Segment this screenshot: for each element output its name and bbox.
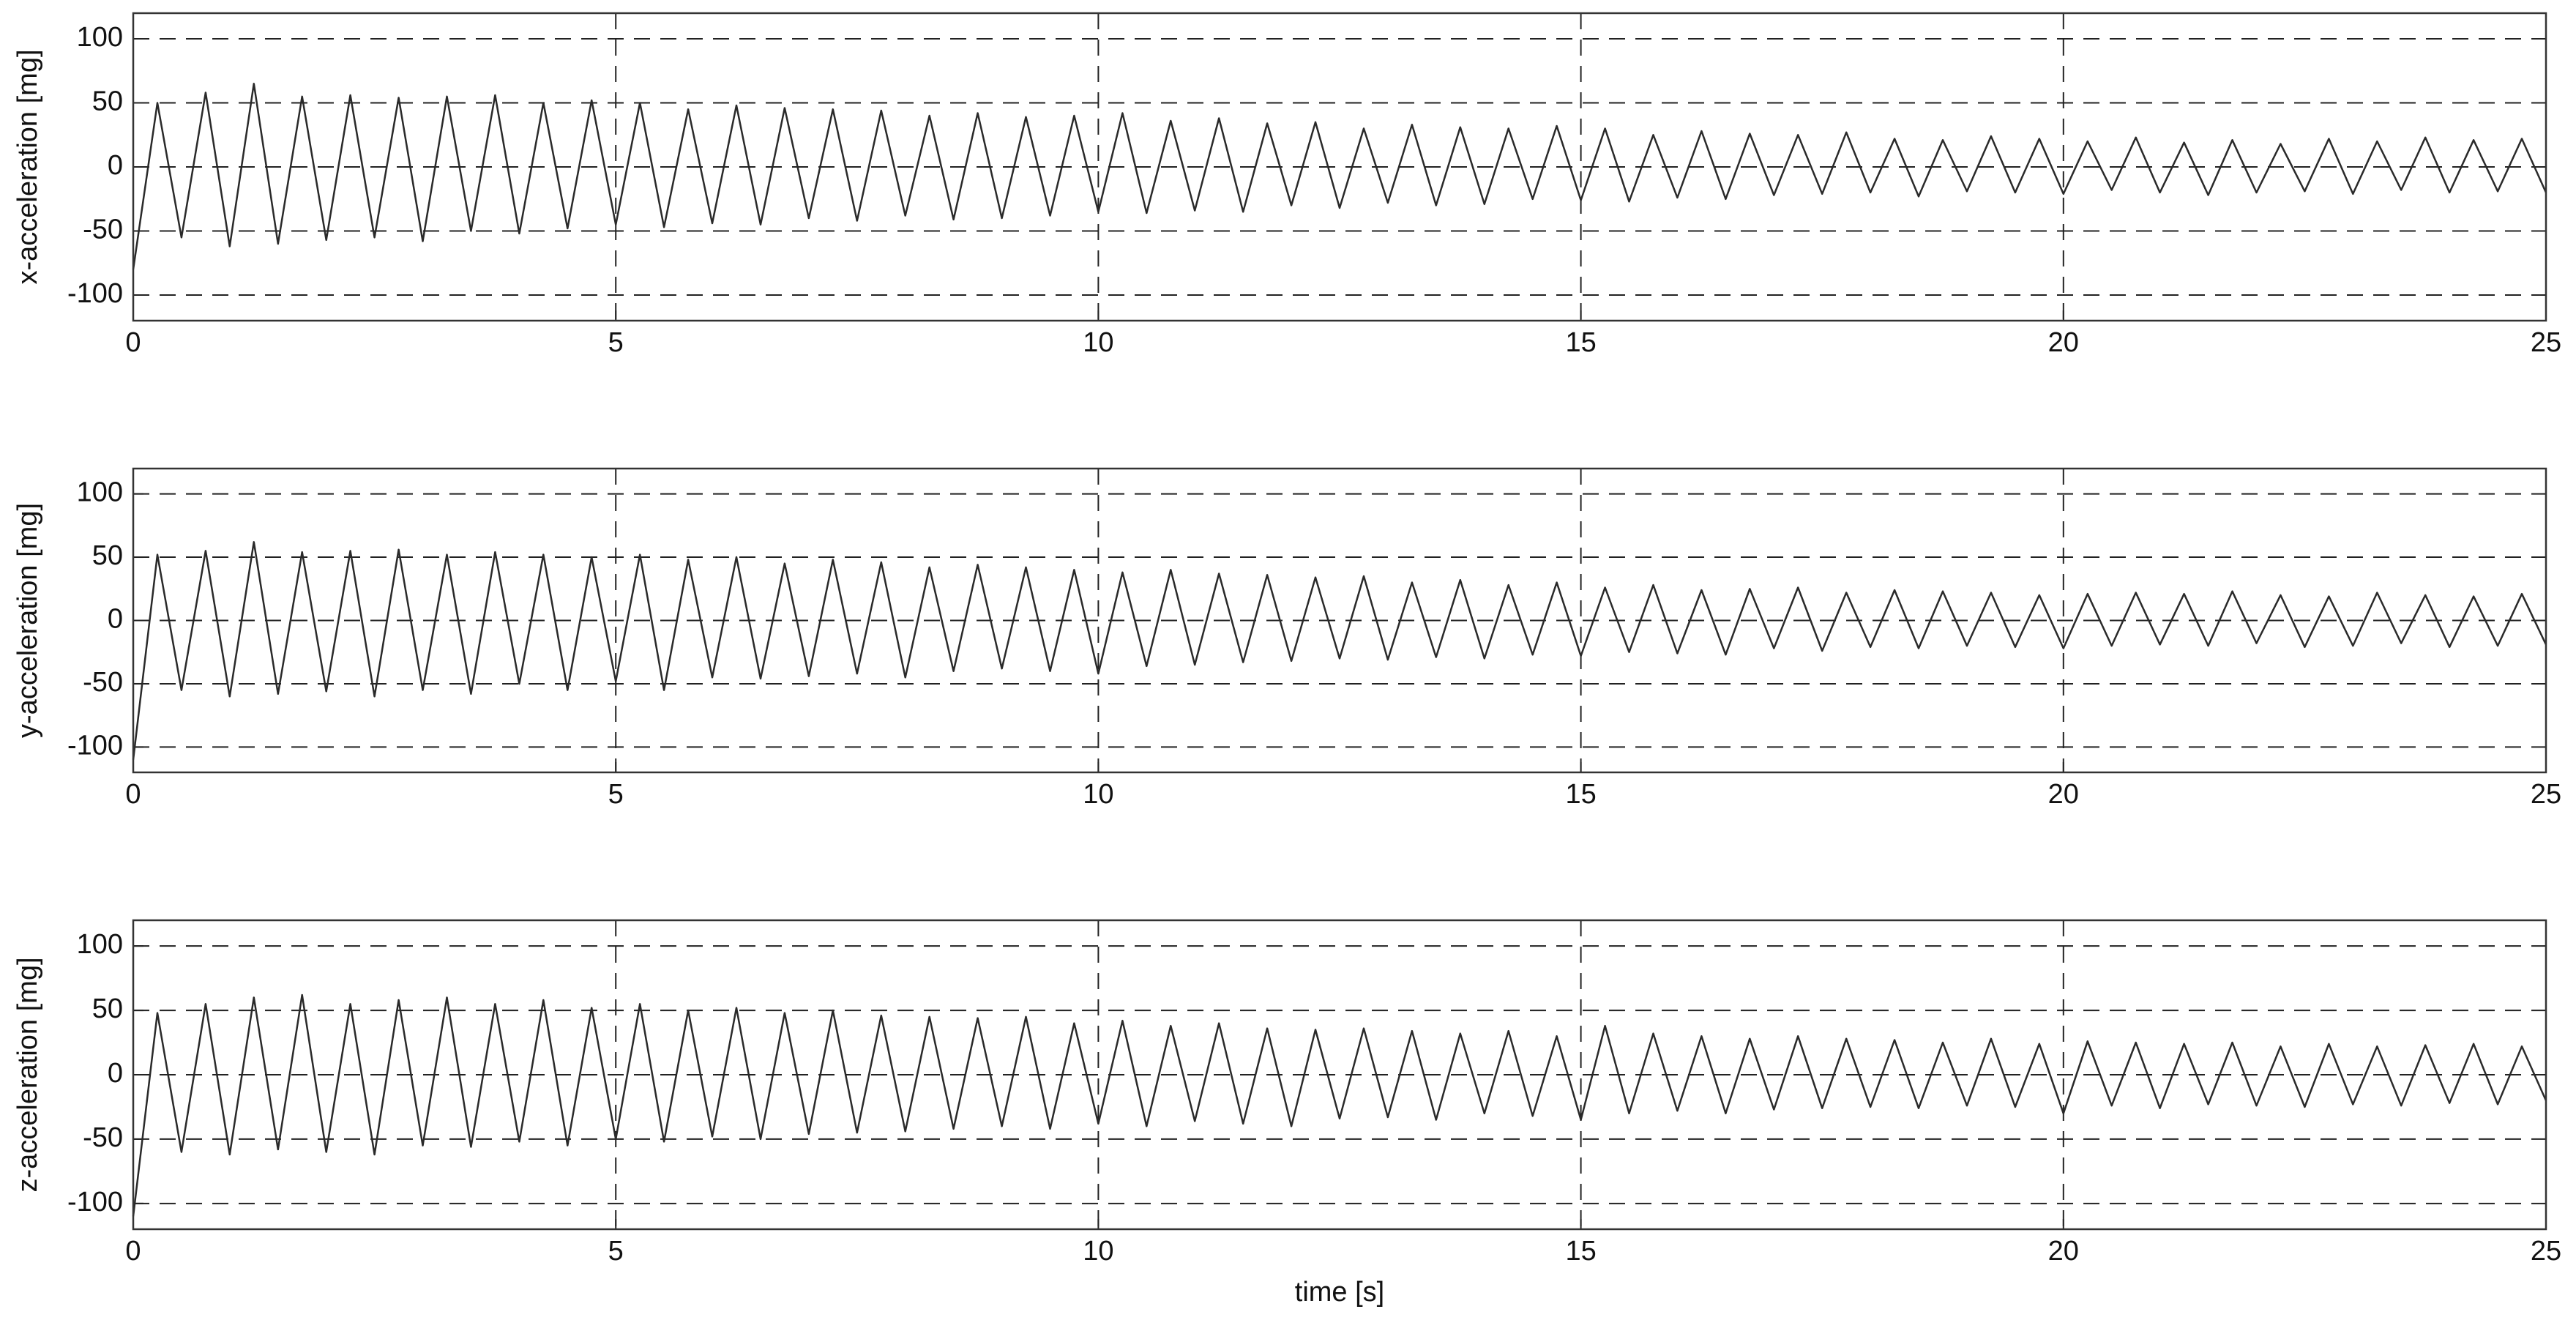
x-tick-label: 10 — [1083, 1236, 1113, 1267]
plot-frame — [132, 12, 2547, 322]
plot-area — [133, 469, 2546, 772]
y-tick-label: 100 — [77, 22, 123, 53]
y-tick-label: -100 — [67, 278, 123, 309]
y-axis-label: x-acceleration [mg] — [12, 49, 43, 284]
data-line — [132, 993, 2547, 1217]
x-tick-label: 25 — [2531, 779, 2561, 810]
x-tick-label: 20 — [2048, 327, 2079, 358]
x-tick-label: 5 — [608, 779, 624, 810]
y-tick-label: 0 — [108, 604, 123, 635]
y-tick-label: -100 — [67, 1187, 123, 1218]
y-tick-label: -50 — [83, 215, 123, 245]
y-tick-label: -50 — [83, 667, 123, 698]
y-tick-label: 100 — [77, 477, 123, 508]
x-tick-label: 5 — [608, 327, 624, 358]
x-tick-label: 10 — [1083, 779, 1113, 810]
y-tick-label: 0 — [108, 1058, 123, 1089]
y-tick-label: 50 — [92, 540, 123, 571]
y-tick-label: -100 — [67, 730, 123, 761]
data-line — [132, 541, 2547, 760]
x-tick-label: 0 — [125, 1236, 141, 1267]
data-line — [132, 83, 2547, 270]
x-tick-label: 15 — [1565, 779, 1596, 810]
x-tick-label: 15 — [1565, 1236, 1596, 1267]
x-tick-label: 10 — [1083, 327, 1113, 358]
y-tick-label: 50 — [92, 993, 123, 1024]
x-tick-label: 0 — [125, 779, 141, 810]
plot-frame — [132, 919, 2547, 1231]
plot-area — [133, 13, 2546, 321]
plot-frame — [132, 467, 2547, 774]
x-tick-label: 5 — [608, 1236, 624, 1267]
y-tick-label: 100 — [77, 929, 123, 960]
x-tick-label: 0 — [125, 327, 141, 358]
y-tick-label: -50 — [83, 1122, 123, 1153]
y-tick-label: 50 — [92, 86, 123, 117]
x-tick-label: 25 — [2531, 327, 2561, 358]
x-tick-label: 20 — [2048, 779, 2079, 810]
y-tick-label: 0 — [108, 150, 123, 181]
x-axis-label: time [s] — [1295, 1277, 1384, 1308]
x-tick-label: 25 — [2531, 1236, 2561, 1267]
x-tick-label: 20 — [2048, 1236, 2079, 1267]
y-axis-label: y-acceleration [mg] — [12, 503, 43, 738]
plot-area — [133, 920, 2546, 1229]
x-tick-label: 15 — [1565, 327, 1596, 358]
y-axis-label: z-acceleration [mg] — [12, 957, 43, 1192]
